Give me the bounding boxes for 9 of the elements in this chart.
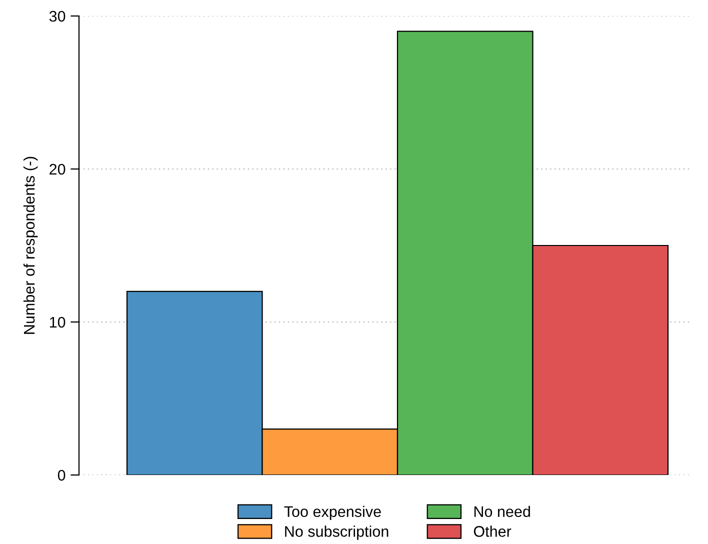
legend-label: No need <box>474 506 530 518</box>
y-tick-label: 20 <box>50 164 66 175</box>
legend-label: Too expensive <box>284 506 381 520</box>
y-tick-label: 0 <box>58 470 66 481</box>
y-tick-label: 30 <box>49 10 66 22</box>
y-tick-label: 10 <box>50 316 66 328</box>
y-axis-title: Number of respondents (-) <box>23 156 38 334</box>
legend-label: No subscription <box>285 526 388 540</box>
legend-label: Other <box>474 526 512 537</box>
